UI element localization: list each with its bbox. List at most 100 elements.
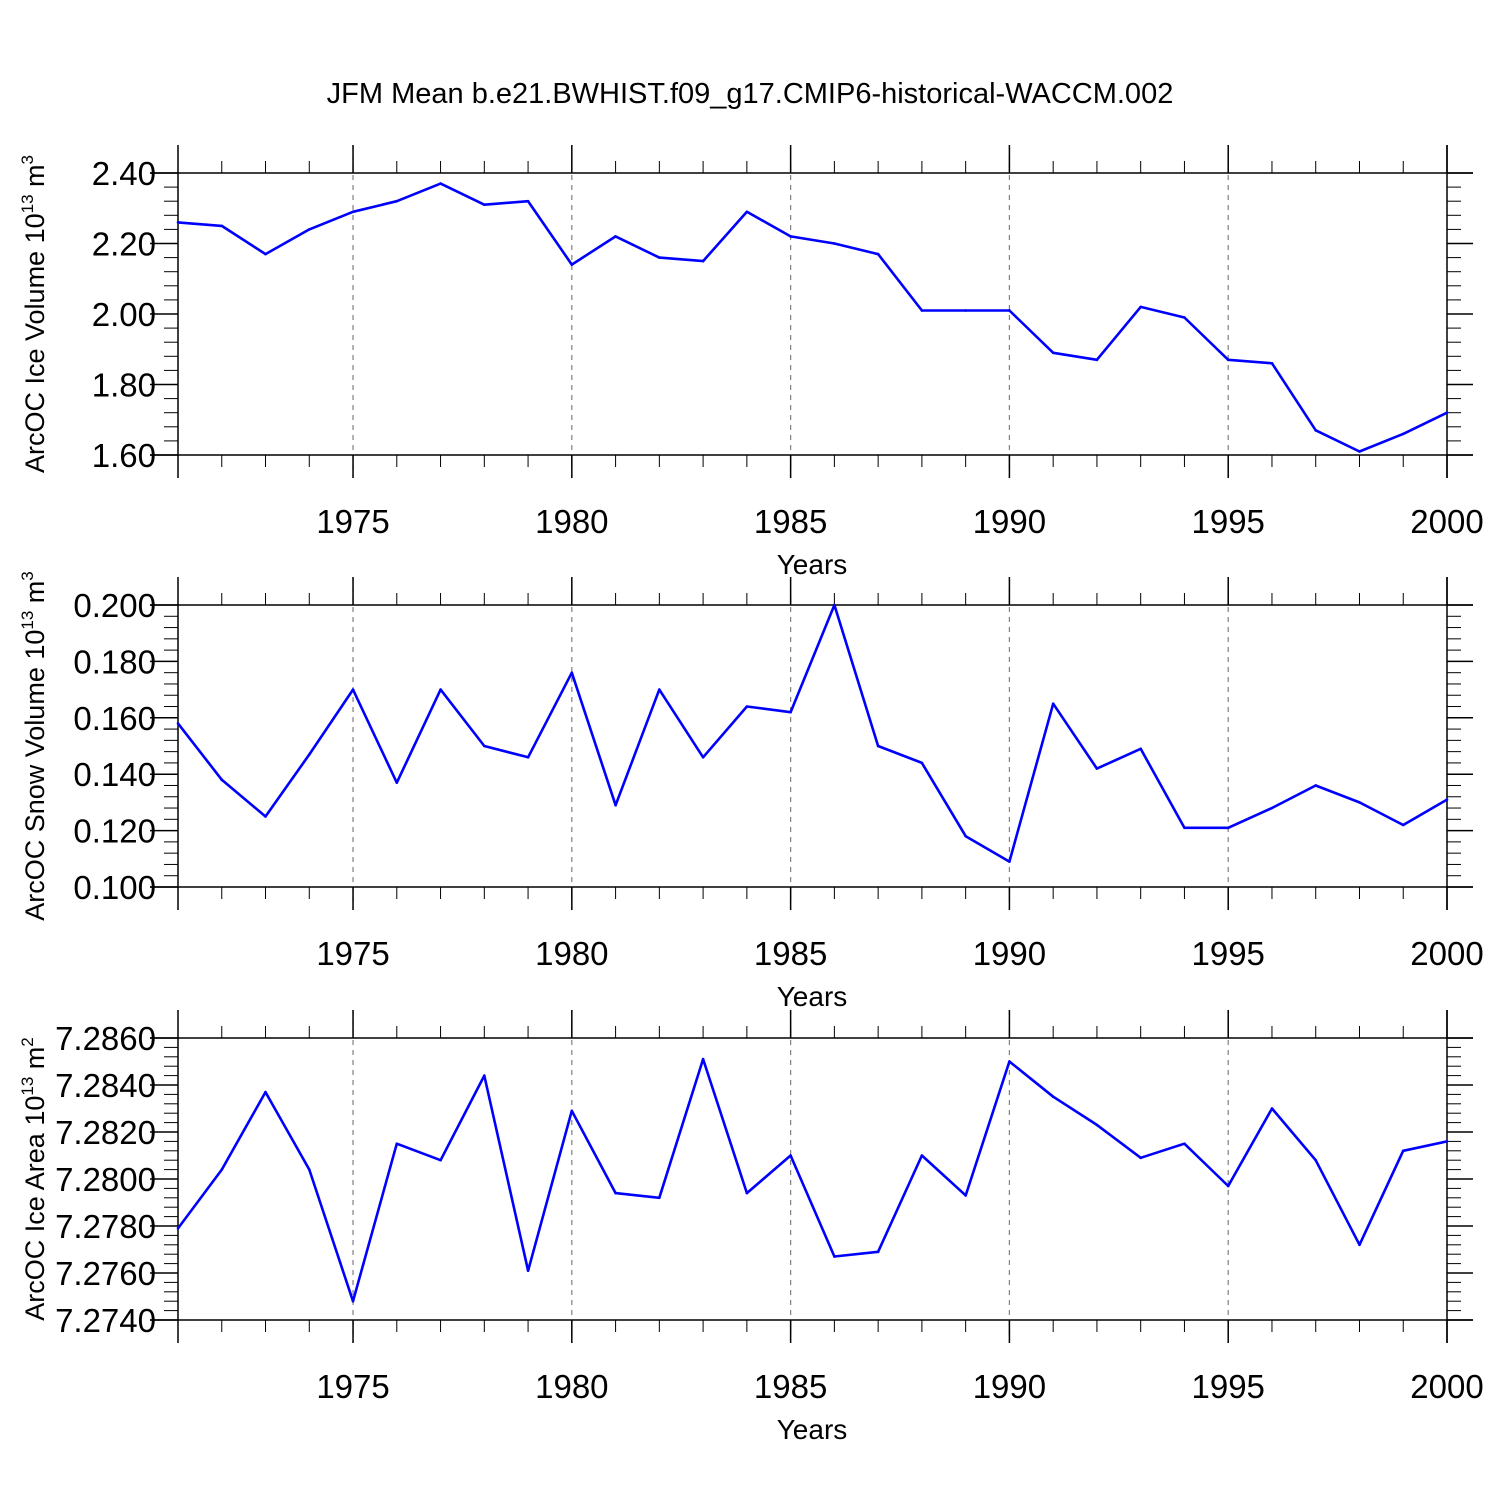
y-axis-label-unit-exponent: 3 <box>18 571 37 580</box>
data-point <box>1358 450 1361 453</box>
data-point <box>614 235 617 238</box>
y-tick-label: 7.2840 <box>55 1067 156 1104</box>
data-point <box>920 761 924 765</box>
data-point <box>439 1158 442 1162</box>
x-tick-label: 1975 <box>316 1368 389 1405</box>
data-point <box>920 309 924 312</box>
data-point <box>351 1299 355 1303</box>
data-point <box>1051 702 1055 705</box>
data-point <box>1226 358 1230 362</box>
data-point <box>833 1255 836 1258</box>
y-tick-label: 0.180 <box>73 643 156 680</box>
data-point <box>307 1168 311 1171</box>
x-tick-label: 1980 <box>535 1368 608 1405</box>
data-point <box>701 1057 705 1061</box>
data-point <box>483 744 486 748</box>
data-point <box>920 1154 924 1157</box>
data-point <box>1401 823 1405 827</box>
chart-panel-2: 0.100 0.120 0.140 0.160 0.180 0.200 1975 1980 19… <box>18 571 1484 1012</box>
data-point <box>789 1154 792 1157</box>
x-tick-label: 1980 <box>535 503 608 540</box>
data-point <box>964 309 967 312</box>
x-tick-label: 2000 <box>1410 1368 1483 1405</box>
data-point <box>701 259 705 263</box>
data-point <box>1008 860 1011 863</box>
data-point <box>789 235 792 238</box>
data-point <box>1183 316 1186 319</box>
data-point <box>264 252 267 256</box>
y-axis-label-main: ArcOC Ice Volume 10 <box>20 213 50 473</box>
data-point <box>701 755 705 759</box>
x-tick-label: 1985 <box>754 1368 827 1405</box>
y-tick-label: 7.2740 <box>55 1302 156 1339</box>
data-point <box>1314 784 1318 787</box>
data-point <box>395 199 399 203</box>
data-point <box>570 263 574 266</box>
y-tick-label: 7.2820 <box>55 1114 156 1151</box>
data-point <box>264 815 267 818</box>
data-point <box>1270 806 1274 810</box>
data-point <box>876 252 880 256</box>
data-point <box>1401 1149 1405 1153</box>
x-tick-label: 1995 <box>1191 935 1264 972</box>
data-point <box>1139 305 1142 309</box>
y-tick-label: 0.200 <box>73 587 156 624</box>
x-tick-label: 1995 <box>1191 503 1264 540</box>
x-tick-label: 2000 <box>1410 503 1483 540</box>
series-line <box>176 1057 1448 1303</box>
data-point <box>1401 432 1405 436</box>
x-tick-label: 1980 <box>535 935 608 972</box>
data-point <box>439 182 442 185</box>
data-point <box>614 1191 617 1195</box>
data-point <box>395 781 399 784</box>
y-tick-label: 1.80 <box>92 367 156 404</box>
series-line <box>176 603 1448 863</box>
data-point <box>658 1196 661 1200</box>
data-point <box>1226 826 1230 830</box>
data-point <box>789 710 792 714</box>
data-point <box>876 744 880 748</box>
data-point <box>658 688 661 691</box>
data-point <box>176 722 180 725</box>
data-point <box>1358 801 1361 804</box>
y-axis-label: ArcOC Ice Area 1013 m2 <box>18 1037 50 1321</box>
data-point <box>351 688 355 691</box>
y-tick-label: 7.2780 <box>55 1208 156 1245</box>
y-tick-label: 2.20 <box>92 226 156 263</box>
data-point <box>1445 798 1449 801</box>
data-point <box>176 221 180 224</box>
data-point <box>176 1227 180 1230</box>
data-point <box>264 1090 267 1094</box>
data-point <box>1139 747 1142 751</box>
y-tick-label: 2.40 <box>92 155 156 192</box>
data-point <box>1183 1142 1186 1146</box>
x-tick-label: 1990 <box>973 935 1046 972</box>
x-tick-label: 1975 <box>316 935 389 972</box>
y-axis-label-main: ArcOC Snow Volume 10 <box>20 630 50 921</box>
data-point <box>1270 362 1274 365</box>
x-axis-label: Years <box>777 981 848 1012</box>
y-tick-label: 0.140 <box>73 756 156 793</box>
data-point <box>1051 351 1055 355</box>
data-point <box>1008 309 1011 312</box>
x-tick-label: 1985 <box>754 935 827 972</box>
data-point <box>395 1142 399 1146</box>
x-tick-label: 1990 <box>973 503 1046 540</box>
y-axis-label-unit-exponent: 3 <box>18 155 37 164</box>
y-tick-label: 7.2860 <box>55 1020 156 1057</box>
data-point <box>526 755 530 759</box>
data-point <box>307 228 311 231</box>
data-point <box>351 210 355 214</box>
y-axis-label-exponent: 13 <box>18 611 37 630</box>
data-point <box>570 1109 574 1113</box>
data-point <box>439 688 442 691</box>
data-point <box>483 1074 486 1077</box>
data-point <box>1139 1156 1142 1160</box>
data-point <box>1095 767 1099 770</box>
data-point <box>1314 429 1318 432</box>
y-axis-label-unit: m <box>20 581 50 611</box>
y-tick-label: 7.2760 <box>55 1255 156 1292</box>
y-axis-label: ArcOC Ice Volume 1013 m3 <box>18 155 50 473</box>
data-point <box>1051 1095 1055 1099</box>
